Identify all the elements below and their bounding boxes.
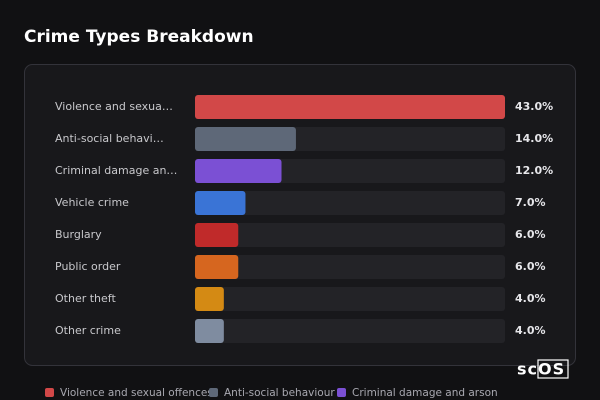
- watermark-box: [537, 359, 569, 379]
- value-label: 43.0%: [515, 100, 553, 113]
- legend-label: Violence and sexual offences: [60, 387, 213, 399]
- category-label: Burglary: [55, 228, 102, 241]
- value-label: 6.0%: [515, 260, 546, 273]
- legend-swatch: [45, 388, 54, 397]
- bar: [195, 223, 239, 247]
- legend-swatch: [337, 388, 346, 397]
- category-label: Criminal damage an…: [55, 164, 177, 177]
- chart-title: Crime Types Breakdown: [24, 27, 254, 47]
- category-label: Vehicle crime: [55, 196, 129, 209]
- value-label: 4.0%: [515, 324, 546, 337]
- category-label: Public order: [55, 260, 121, 273]
- value-label: 14.0%: [515, 132, 553, 145]
- bar-track: [195, 287, 505, 311]
- bar: [195, 95, 505, 119]
- bar-track: [195, 223, 505, 247]
- bar: [195, 287, 224, 311]
- legend-label: Anti-social behaviour: [224, 387, 335, 399]
- bar-track: [195, 191, 505, 215]
- bar: [195, 319, 224, 343]
- bar-track: [195, 255, 505, 279]
- category-label: Other crime: [55, 324, 121, 337]
- watermark: scOS: [517, 360, 565, 379]
- bar: [195, 159, 282, 183]
- category-label: Other theft: [55, 292, 116, 305]
- value-label: 4.0%: [515, 292, 546, 305]
- bar-track: [195, 319, 505, 343]
- bar: [195, 127, 296, 151]
- legend-label: Criminal damage and arson: [352, 387, 498, 399]
- value-label: 12.0%: [515, 164, 553, 177]
- category-label: Anti-social behavi…: [55, 132, 164, 145]
- value-label: 7.0%: [515, 196, 546, 209]
- value-label: 6.0%: [515, 228, 546, 241]
- bar: [195, 191, 246, 215]
- legend-swatch: [209, 388, 218, 397]
- bar: [195, 255, 239, 279]
- category-label: Violence and sexua…: [55, 100, 173, 113]
